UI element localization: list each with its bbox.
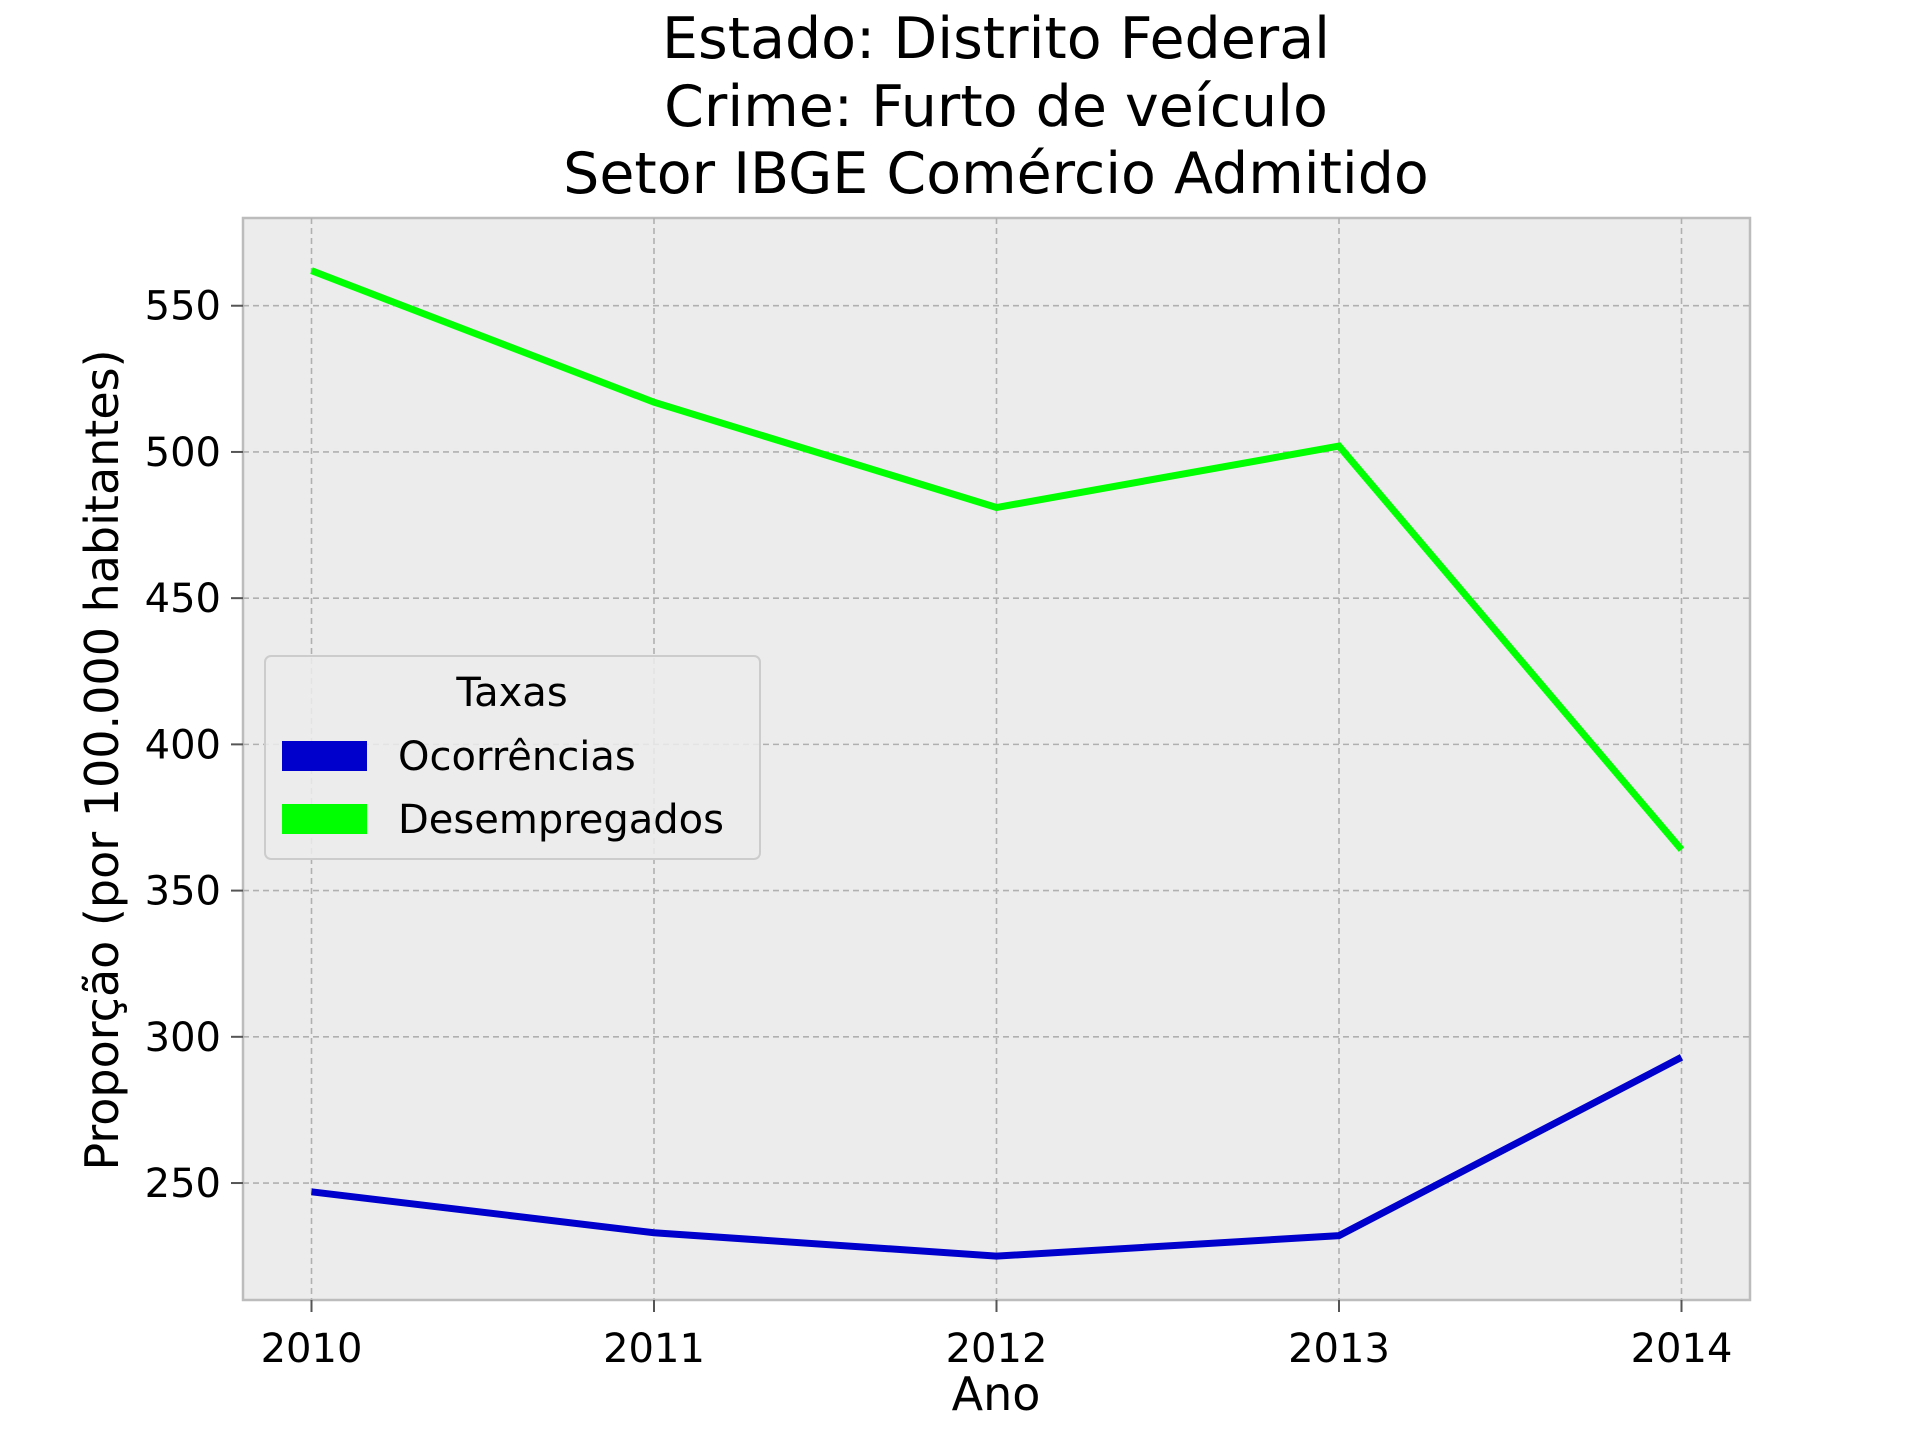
title-line-1: Estado: Distrito Federal (662, 6, 1330, 72)
series-line-ocorrencias (311, 1054, 1684, 1260)
x-axis-label: Ano (952, 1367, 1041, 1421)
legend-swatch-ocorrencias (282, 741, 367, 771)
title-line-3: Setor IBGE Comércio Admitido (563, 141, 1429, 207)
y-tick-label: 450 (145, 576, 221, 622)
title-line-2: Crime: Furto de veículo (664, 74, 1328, 140)
series-lines (310, 267, 1685, 1260)
legend-swatch-desempregados (282, 804, 367, 834)
x-tick-label: 2011 (603, 1326, 705, 1372)
x-tick-label: 2014 (1631, 1326, 1733, 1372)
legend-title: Taxas (455, 670, 567, 716)
y-tick-label: 300 (145, 1015, 221, 1061)
legend: Taxas Ocorrências Desempregados (264, 655, 761, 860)
y-axis-label: Proporção (por 100.000 habitantes) (75, 349, 129, 1170)
x-tick-label: 2010 (261, 1326, 363, 1372)
legend-frame (264, 655, 761, 860)
legend-label-desempregados: Desempregados (398, 797, 724, 843)
chart-title: Estado: Distrito Federal Crime: Furto de… (563, 6, 1429, 207)
x-tick-label: 2013 (1288, 1326, 1390, 1372)
x-axis-ticks: 2010 2011 2012 2013 2014 (261, 1300, 1733, 1372)
y-tick-label: 500 (145, 430, 221, 476)
y-tick-label: 400 (145, 722, 221, 768)
y-tick-label: 550 (145, 284, 221, 330)
legend-label-ocorrencias: Ocorrências (398, 734, 636, 780)
series-line-desempregados (310, 267, 1685, 852)
x-tick-label: 2012 (946, 1326, 1048, 1372)
y-tick-label: 350 (145, 869, 221, 915)
y-axis-ticks: 250 300 350 400 450 500 550 (145, 284, 243, 1207)
y-tick-label: 250 (145, 1161, 221, 1207)
